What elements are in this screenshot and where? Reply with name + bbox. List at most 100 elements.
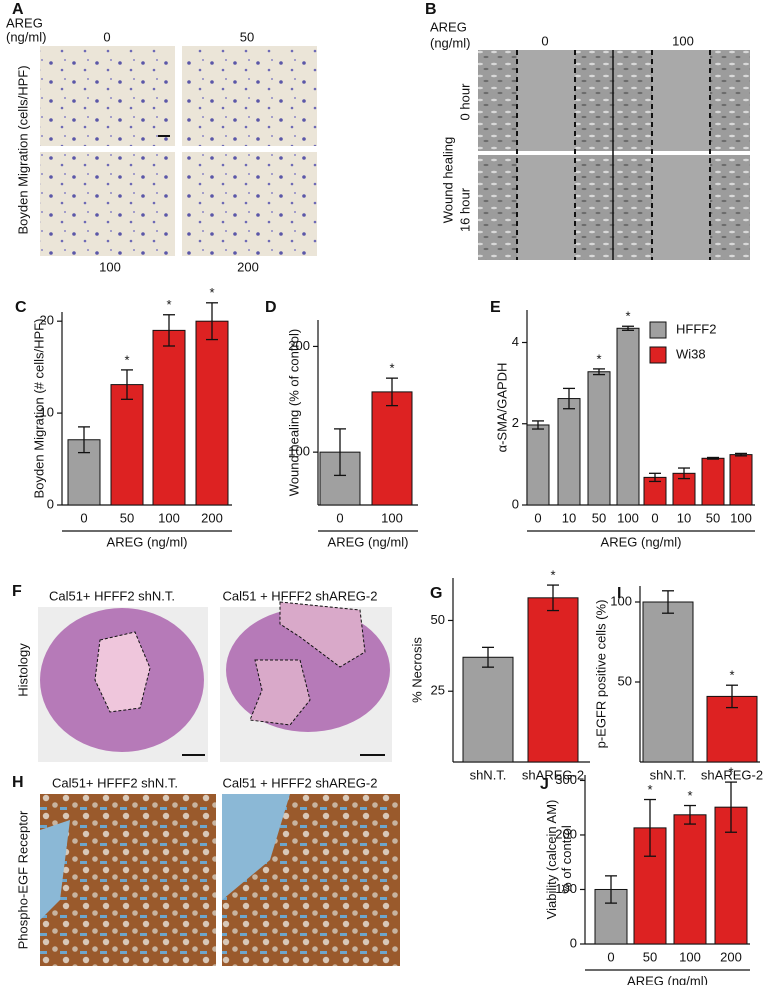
x-tick-label: 50 <box>592 510 606 525</box>
y-label: Histology <box>15 643 30 697</box>
time-label: 16 hour <box>457 187 472 232</box>
legend-swatch <box>649 346 667 364</box>
y-tick-label: 100 <box>610 593 632 608</box>
y-label: Viability (calcein AM) <box>544 800 559 920</box>
unit-label: (ng/ml) <box>6 29 46 44</box>
legend-label: Wi38 <box>676 346 706 361</box>
x-tick-label: shAREG-2 <box>701 767 763 782</box>
bar <box>642 601 694 763</box>
x-label: AREG (ng/ml) <box>627 973 708 985</box>
significance: * <box>209 285 214 300</box>
bar <box>587 371 611 506</box>
legend-swatch <box>649 321 667 339</box>
y-tick-label: 10 <box>40 405 54 420</box>
bar <box>557 398 581 506</box>
x-tick-label: 50 <box>706 510 720 525</box>
x-tick-label: shAREG-2 <box>522 767 584 782</box>
bar <box>527 597 579 763</box>
x-tick-label: 100 <box>617 510 639 525</box>
x-tick-label: 0 <box>534 510 541 525</box>
x-tick-label: 10 <box>562 510 576 525</box>
significance: * <box>124 352 129 367</box>
panel-letter: H <box>12 774 24 791</box>
y-tick-label: 0 <box>47 496 54 511</box>
bar <box>371 391 413 506</box>
y-tick-label: 0 <box>512 496 519 511</box>
panel-letter: I <box>617 585 621 602</box>
bar <box>195 320 229 506</box>
y-label: p-EGFR positive cells (%) <box>593 600 608 749</box>
image-title: Cal51+ HFFF2 shN.T. <box>49 588 175 603</box>
condition-label: 0 <box>541 33 548 48</box>
x-tick-label: 100 <box>679 949 701 964</box>
bar <box>616 327 640 506</box>
image-title: Cal51+ HFFF2 shN.T. <box>52 775 178 790</box>
x-label: AREG (ng/ml) <box>328 534 409 549</box>
image-title: Cal51 + HFFF2 shAREG-2 <box>223 775 378 790</box>
panel-letter: J <box>540 776 549 793</box>
panel-letter: D <box>265 299 277 316</box>
micrograph <box>40 46 175 146</box>
necrosis-outline <box>94 631 151 713</box>
y-label: Boyden Migration (# cells/HPF) <box>31 319 46 499</box>
x-tick-label: 10 <box>677 510 691 525</box>
y-label: Boyden Migration (cells/HPF) <box>15 65 30 234</box>
unit-label: AREG <box>430 19 467 34</box>
legend-label: HFFF2 <box>676 321 716 336</box>
y-tick-label: 200 <box>288 338 310 353</box>
bar <box>673 814 707 945</box>
significance: * <box>389 361 394 376</box>
y-tick-label: 50 <box>431 612 445 627</box>
condition-label: 100 <box>99 259 121 274</box>
bar <box>152 329 186 506</box>
stroma <box>222 794 290 900</box>
stroma <box>40 820 70 920</box>
significance: * <box>728 765 733 780</box>
y-label: Wound healing (% of control) <box>286 329 301 496</box>
micrograph <box>182 46 317 146</box>
y-tick-label: 300 <box>555 772 577 787</box>
condition-label: 50 <box>240 29 254 44</box>
x-tick-label: 0 <box>80 510 87 525</box>
significance: * <box>647 782 652 797</box>
bar <box>701 457 725 506</box>
x-tick-label: 100 <box>158 510 180 525</box>
significance: * <box>625 309 630 324</box>
y-label: Wound healing <box>440 137 455 224</box>
y-label: % Necrosis <box>409 637 424 703</box>
time-label: 0 hour <box>457 83 472 121</box>
significance: * <box>729 668 734 683</box>
y-tick-label: 0 <box>570 935 577 950</box>
condition-label: 100 <box>672 33 694 48</box>
x-tick-label: 0 <box>336 510 343 525</box>
x-tick-label: 200 <box>720 949 742 964</box>
bar <box>462 656 514 763</box>
micrograph <box>182 152 317 256</box>
x-tick-label: 0 <box>607 949 614 964</box>
panel-letter: F <box>12 583 22 600</box>
significance: * <box>596 351 601 366</box>
condition-label: 200 <box>237 259 259 274</box>
y-tick-label: 25 <box>431 683 445 698</box>
x-tick-label: 100 <box>381 510 403 525</box>
x-tick-label: 100 <box>730 510 752 525</box>
x-tick-label: shN.T. <box>650 767 687 782</box>
necrosis-outline <box>249 659 311 726</box>
y-tick-label: 100 <box>288 444 310 459</box>
y-label: % of control <box>559 825 574 894</box>
x-label: AREG (ng/ml) <box>601 534 682 549</box>
panel-letter: C <box>15 299 27 316</box>
bar <box>110 384 144 506</box>
y-tick-label: 100 <box>555 881 577 896</box>
micrograph <box>40 152 175 256</box>
significance: * <box>550 568 555 583</box>
panel-letter: B <box>425 1 437 18</box>
x-tick-label: 50 <box>643 949 657 964</box>
y-label: Phospho-EGF Receptor <box>15 810 30 949</box>
y-tick-label: 2 <box>512 415 519 430</box>
x-label: AREG (ng/ml) <box>107 534 188 549</box>
necrosis-outline <box>279 601 366 668</box>
panel-letter: G <box>430 585 442 602</box>
unit-label: (ng/ml) <box>430 35 470 50</box>
